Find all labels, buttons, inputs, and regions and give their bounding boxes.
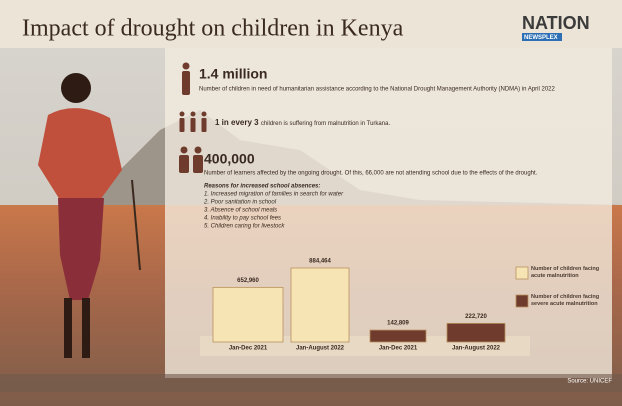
reason-item: 2. Poor sanitation in school [203,200,277,206]
bar [369,329,427,343]
bar [446,322,506,343]
stat-text: Number of learners affected by the ongoi… [204,171,538,177]
stat-text: Number of children in need of humanitari… [199,87,556,93]
reason-item: 4. Inability to pay school fees [204,216,281,222]
reason-item: 1. Increased migration of families in se… [204,192,344,198]
reasons-title: Reasons for increased school absences: [204,184,320,190]
legend-swatch [515,294,529,308]
x-tick-label: Jan-August 2022 [452,346,501,352]
bar [290,267,350,343]
bar-chart: Jan-Dec 2021 Jan-August 2022 Jan-Dec 2021 J… [212,259,506,352]
value-label: 142,809 [387,321,409,327]
value-label: 652,960 [237,278,259,284]
legend-entry: Number of children facing severe acute m… [531,294,600,308]
x-tick-label: Jan-Dec 2021 [379,346,418,352]
source: Source: UNICEF [567,379,612,385]
x-tick-label: Jan-Dec 2021 [229,346,268,352]
stat-line: 1 in every 3 children is suffering from … [215,118,390,127]
child-figure [38,73,141,358]
logo-sub-bg [522,33,562,41]
value-label: 884,464 [309,259,331,265]
value-label: 222,720 [465,314,487,320]
stat-figure: 1 in every 3 [215,118,259,127]
footer-band [0,374,622,392]
legend-swatch [515,266,529,280]
stat-figure: 1.4 million [199,66,267,82]
legend-entry: Number of children facing acute malnutri… [531,266,600,280]
legend-label: Number of children facing severe acute m… [531,294,600,308]
legend: Number of children facing acute malnutri… [515,266,600,308]
reasons-list: 1. Increased migration of families in se… [203,192,344,230]
icons [179,62,207,173]
stat-figure: 400,000 [204,151,255,167]
title-band [0,0,622,48]
reason-item: 3. Absence of school meals [204,208,277,214]
logo: NATION [522,13,590,33]
stat-text: children is suffering from malnutrition … [261,121,391,127]
x-tick-label: Jan-August 2022 [296,346,345,352]
legend-label: Number of children facing acute malnutri… [531,266,600,280]
bar [212,286,284,343]
logo-sub: NEWSPLEX [524,35,558,41]
reason-item: 5. Children caring for livestock [204,224,285,230]
title: Impact of drought on children in Kenya [22,16,404,42]
